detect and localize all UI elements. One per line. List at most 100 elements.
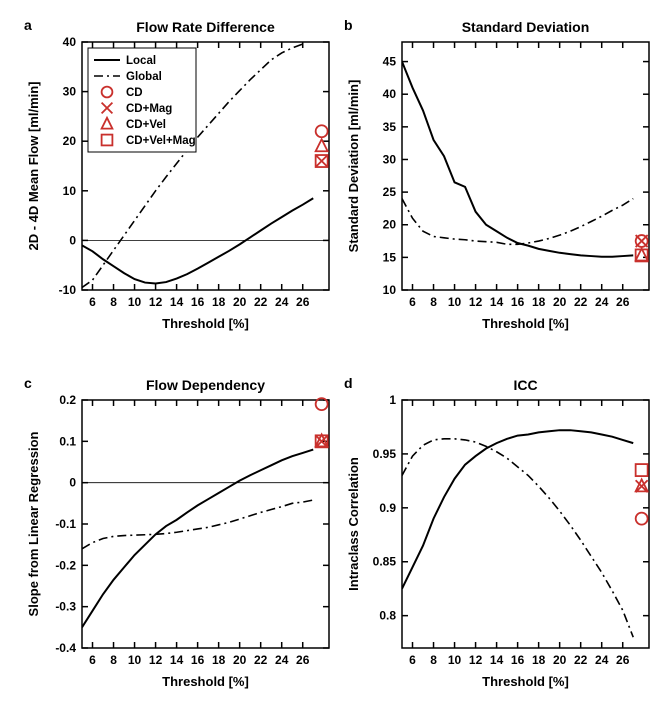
xtick-label: 16 (191, 295, 205, 309)
panel-a: 68 10 12 14 16 18 20 22 24 26 -10 0 10 20 30 40 a Flow Ra… (20, 12, 335, 342)
ytick-label: 0.9 (379, 501, 396, 515)
legend-label: Local (126, 55, 156, 67)
legend-label: CD (126, 87, 143, 99)
xtick-label: 22 (574, 653, 588, 667)
ytick-label: 30 (63, 85, 77, 99)
ytick-label: 20 (63, 134, 77, 148)
xtick-label: 24 (595, 653, 609, 667)
xtick-label: 14 (490, 653, 504, 667)
xtick-label: 20 (553, 653, 567, 667)
xtick-label: 18 (212, 653, 226, 667)
xtick-label: 22 (574, 295, 588, 309)
figure: 68101214161820222426-10010203040aFlow Ra… (0, 0, 668, 713)
xtick-label: 20 (233, 295, 247, 309)
xtick-label: 16 (511, 295, 525, 309)
xtick-label: 26 (296, 295, 310, 309)
xtick-label: 24 (275, 295, 289, 309)
ytick-label: 0.8 (379, 609, 396, 623)
x-axis-label: Threshold [%] (482, 316, 569, 331)
xtick-label: 12 (469, 653, 483, 667)
xtick-label: 12 (469, 295, 483, 309)
series-local (402, 62, 633, 257)
panel-letter: b (344, 17, 353, 33)
legend-label: CD+Vel (126, 119, 166, 131)
panel-letter: c (24, 375, 32, 391)
xtick-label: 18 (532, 295, 546, 309)
ytick-label: 15 (383, 250, 397, 264)
xtick-label: 10 (448, 653, 462, 667)
x-axis-label: Threshold [%] (162, 316, 249, 331)
xtick-label: 6 (89, 295, 96, 309)
legend-label: Global (126, 71, 162, 83)
ytick-label: -0.1 (55, 517, 76, 531)
series-global (82, 500, 313, 549)
series-local (402, 430, 633, 589)
panel-title: Flow Dependency (146, 377, 265, 393)
xtick-label: 22 (254, 295, 268, 309)
xtick-label: 14 (170, 653, 184, 667)
xtick-label: 10 (128, 295, 142, 309)
xtick-label: 8 (430, 653, 437, 667)
ytick-label: 30 (383, 152, 397, 166)
xtick-label: 26 (616, 295, 630, 309)
xtick-label: 12 (149, 653, 163, 667)
ytick-label: -0.4 (55, 641, 76, 655)
y-axis-label: Standard Deviation [ml/min] (346, 80, 361, 253)
panel-letter: d (344, 375, 353, 391)
ytick-label: 40 (63, 35, 77, 49)
xtick-label: 8 (110, 295, 117, 309)
y-axis-label: Slope from Linear Regression (26, 431, 41, 616)
xtick-label: 16 (511, 653, 525, 667)
ytick-label: 1 (389, 393, 396, 407)
panel-title: ICC (513, 377, 537, 393)
ytick-label: 45 (383, 55, 397, 69)
legend-label: CD+Vel+Mag (126, 135, 196, 147)
ytick-label: 25 (383, 185, 397, 199)
series-global (402, 199, 633, 245)
x-axis-label: Threshold [%] (482, 674, 569, 689)
xtick-label: 26 (296, 653, 310, 667)
xtick-label: 10 (128, 653, 142, 667)
ytick-label: 0.85 (373, 555, 397, 569)
panel-title: Flow Rate Difference (136, 19, 275, 35)
xtick-label: 24 (275, 653, 289, 667)
ytick-label: -0.3 (55, 600, 76, 614)
ytick-label: 0.95 (373, 447, 397, 461)
xtick-label: 20 (233, 653, 247, 667)
panel-b: 681012141618202224261015202530354045bSta… (340, 12, 655, 342)
xtick-label: 12 (149, 295, 163, 309)
xtick-label: 8 (110, 653, 117, 667)
ytick-label: 10 (383, 283, 397, 297)
panel-letter: a (24, 17, 32, 33)
legend-label: CD+Mag (126, 103, 172, 115)
xtick-label: 24 (595, 295, 609, 309)
ytick-label: 0.2 (59, 393, 76, 407)
xtick-label: 6 (409, 653, 416, 667)
ytick-label: -0.2 (55, 558, 76, 572)
xtick-label: 10 (448, 295, 462, 309)
xtick-label: 22 (254, 653, 268, 667)
xtick-label: 8 (430, 295, 437, 309)
y-axis-label: 2D - 4D Mean Flow [ml/min] (26, 81, 41, 250)
xtick-label: 6 (409, 295, 416, 309)
series-global (402, 439, 633, 637)
xtick-label: 14 (490, 295, 504, 309)
panel-c: 68101214161820222426-0.4-0.3-0.2-0.100.1… (20, 370, 335, 700)
ytick-label: 20 (383, 218, 397, 232)
ytick-label: 35 (383, 120, 397, 134)
series-local (82, 198, 313, 283)
xtick-label: 14 (170, 295, 184, 309)
xtick-label: 26 (616, 653, 630, 667)
ytick-label: 0 (69, 233, 76, 247)
ytick-label: 0 (69, 476, 76, 490)
ytick-label: 0.1 (59, 434, 76, 448)
legend: Local Global CD CD+Mag CD+Vel CD+Vel+Mag (88, 48, 196, 152)
panel-d: 681012141618202224260.80.850.90.951dICCT… (340, 370, 655, 700)
series-local (82, 450, 313, 628)
ytick-label: -10 (59, 283, 77, 297)
panel-title: Standard Deviation (462, 19, 590, 35)
xtick-label: 6 (89, 653, 96, 667)
xtick-label: 18 (212, 295, 226, 309)
ytick-label: 10 (63, 184, 77, 198)
xtick-label: 20 (553, 295, 567, 309)
